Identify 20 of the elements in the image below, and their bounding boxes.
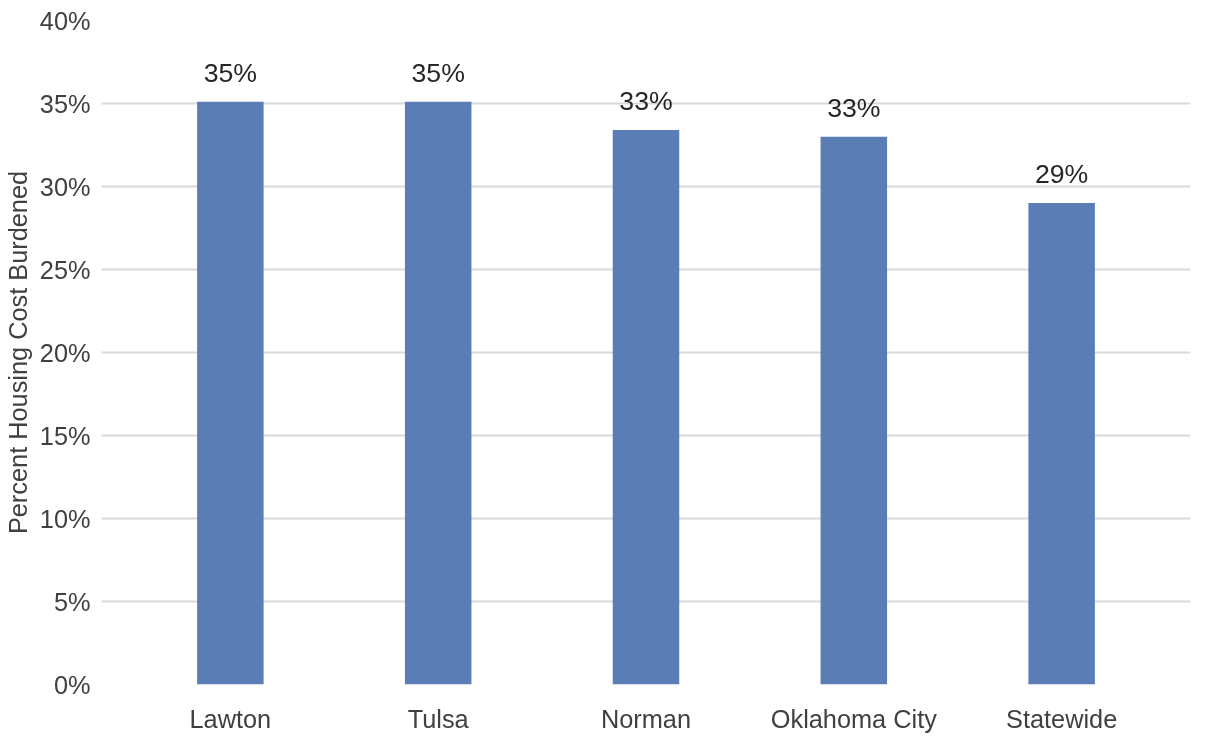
data-label: 33% (619, 86, 673, 117)
x-tick-label: Lawton (189, 704, 272, 733)
y-tick-label: 30% (39, 172, 91, 201)
data-label: 33% (827, 92, 881, 123)
data-label: 29% (1034, 159, 1089, 190)
y-tick-label: 5% (53, 587, 91, 616)
y-tick-label: 25% (39, 255, 91, 284)
x-tick-label: Tulsa (407, 704, 470, 733)
y-tick-label: 15% (39, 421, 91, 450)
data-label: 35% (411, 57, 465, 88)
x-tick-label: Statewide (1006, 704, 1118, 733)
y-tick-label: 10% (39, 504, 91, 533)
y-tick-label: 20% (39, 338, 91, 367)
data-label: 35% (203, 57, 258, 88)
y-axis-title: Percent Housing Cost Burdened (3, 170, 32, 535)
y-tick-label: 0% (53, 670, 91, 699)
y-tick-label: 35% (39, 89, 91, 118)
x-tick-label: Norman (600, 704, 692, 733)
x-tick-label: Oklahoma City (770, 704, 938, 733)
y-tick-label: 40% (39, 6, 91, 35)
